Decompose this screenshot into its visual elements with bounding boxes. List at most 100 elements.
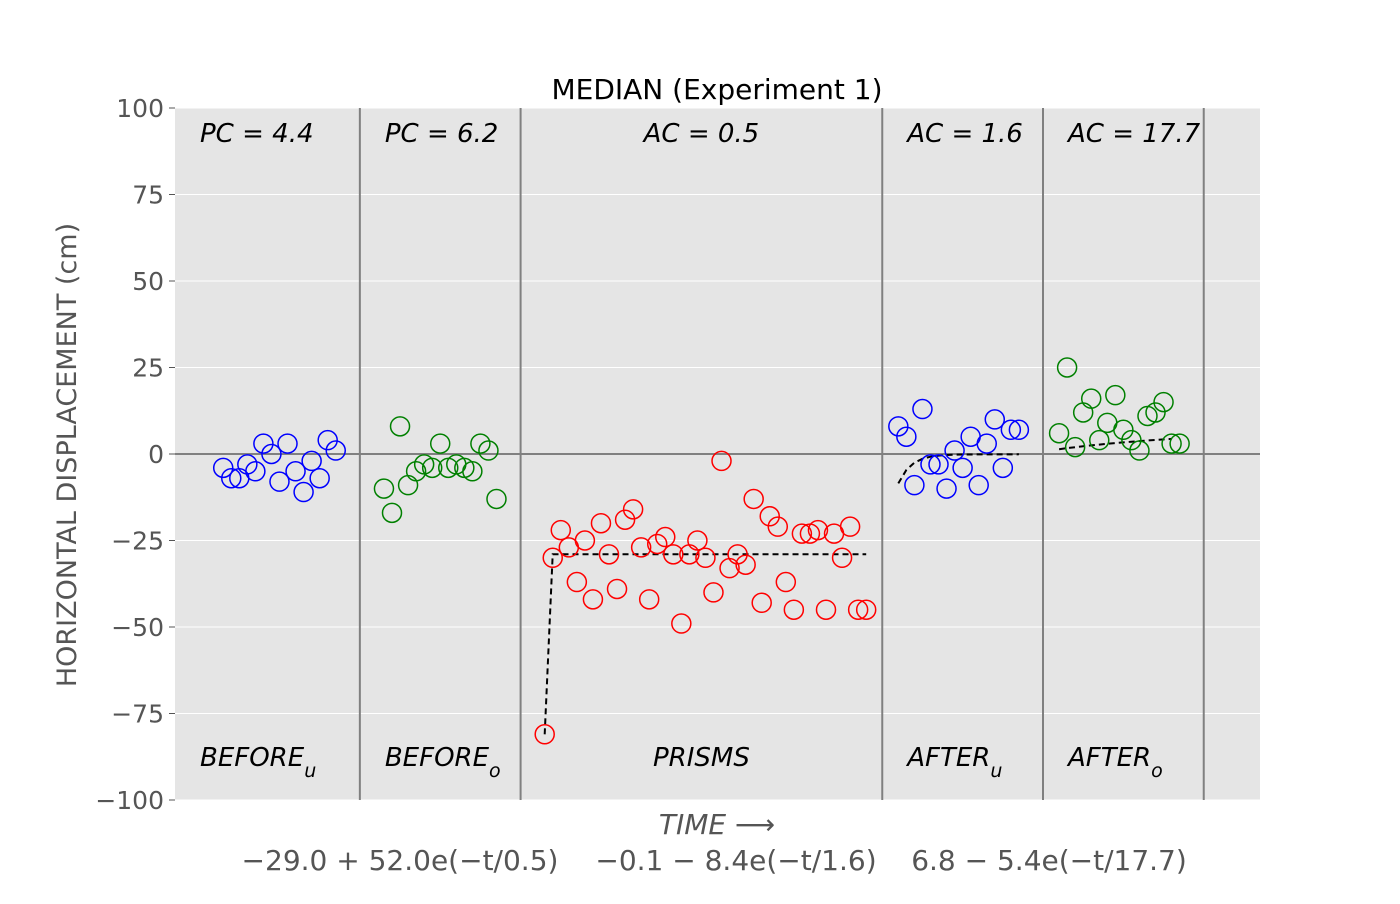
- data-point: [831, 547, 853, 569]
- segment-bottom-label: BEFOREu: [200, 743, 316, 782]
- data-point: [936, 478, 957, 499]
- data-point: [598, 544, 620, 565]
- data-point: [735, 554, 756, 575]
- data-point: [325, 440, 346, 461]
- data-point: [309, 467, 330, 489]
- data-point: [952, 457, 973, 479]
- fit-equation: 6.8 − 5.4e(−t/17.7): [911, 844, 1187, 877]
- data-point: [1113, 419, 1134, 441]
- data-point: [1105, 384, 1126, 406]
- data-point: [727, 544, 748, 565]
- data-point: [590, 512, 612, 534]
- data-point: [1161, 433, 1182, 454]
- data-point: [1153, 391, 1174, 413]
- data-point: [671, 613, 692, 634]
- fit-equation: −29.0 + 52.0e(−t/0.5): [242, 844, 559, 877]
- data-point: [389, 416, 411, 437]
- data-point: [783, 599, 805, 620]
- y-tick-label: −100: [95, 786, 164, 815]
- data-point: [759, 506, 780, 527]
- data-points: [212, 357, 1190, 745]
- data-point: [791, 523, 813, 544]
- data-point: [542, 547, 563, 569]
- chart-title: MEDIAN (Experiment 1): [551, 73, 882, 106]
- data-point: [1008, 419, 1030, 441]
- data-point: [775, 571, 797, 593]
- fit-curve: [1058, 437, 1172, 451]
- y-tick-label: 50: [132, 267, 164, 296]
- y-axis-ticks: 100 75 50 25 0 −25 −50 −75 −100: [95, 94, 175, 815]
- data-point: [1064, 436, 1086, 458]
- data-point: [847, 599, 869, 620]
- data-point: [606, 578, 628, 600]
- y-tick-label: 75: [132, 181, 164, 210]
- data-point: [574, 530, 596, 551]
- data-point: [855, 599, 877, 620]
- fit-equation: −0.1 − 8.4e(−t/1.6): [595, 844, 876, 877]
- data-point: [904, 474, 925, 496]
- data-point: [550, 519, 572, 541]
- data-point: [261, 443, 282, 465]
- data-point: [1000, 419, 1022, 441]
- data-point: [405, 461, 427, 482]
- data-point: [912, 398, 933, 420]
- segment-top-label: AC = 0.5: [642, 119, 760, 149]
- data-point: [695, 547, 716, 569]
- data-point: [285, 461, 306, 482]
- segment-top-label: PC = 6.2: [385, 119, 499, 149]
- data-point: [381, 502, 403, 524]
- data-point: [269, 471, 290, 492]
- data-point: [301, 450, 322, 472]
- data-point: [245, 461, 266, 482]
- data-point: [486, 488, 507, 510]
- segment-top-label: AC = 17.7: [1066, 119, 1201, 149]
- y-axis-label: HORIZONTAL DISPLACEMENT (cm): [52, 223, 83, 687]
- data-point: [221, 467, 242, 489]
- data-point: [614, 509, 636, 530]
- data-point: [751, 592, 772, 614]
- data-point: [992, 457, 1014, 479]
- data-point: [622, 499, 644, 520]
- data-point: [1080, 388, 1102, 409]
- fit-curve: [543, 553, 867, 735]
- segment-bottom-label: AFTERu: [905, 743, 1002, 782]
- data-point: [1121, 429, 1142, 451]
- data-point: [478, 440, 499, 461]
- data-point: [421, 457, 443, 479]
- data-point: [1048, 422, 1070, 444]
- data-point: [646, 533, 668, 555]
- data-point: [470, 433, 491, 454]
- segment-bottom-label: PRISMS: [653, 743, 750, 773]
- data-point: [429, 433, 451, 454]
- segment-top-label: PC = 4.4: [200, 119, 314, 149]
- data-point: [711, 450, 732, 472]
- data-point: [1169, 433, 1190, 454]
- data-point: [277, 433, 298, 454]
- data-point: [944, 440, 965, 461]
- data-point: [582, 589, 604, 610]
- data-point: [743, 488, 764, 510]
- data-point: [212, 457, 234, 479]
- y-tick-label: 100: [116, 94, 164, 123]
- data-point: [807, 519, 829, 541]
- data-point: [317, 429, 338, 451]
- segment-labels: PC = 4.4 BEFOREu PC = 6.2 BEFOREo AC = 0.5 PR…: [200, 119, 1201, 782]
- y-tick-label: 25: [132, 354, 164, 383]
- data-point: [534, 724, 555, 745]
- data-point: [655, 526, 676, 548]
- x-axis-label: TIME ⟶: [659, 808, 775, 841]
- segment-bottom-label: AFTERo: [1066, 743, 1163, 782]
- data-point: [1089, 429, 1110, 451]
- y-tick-label: −50: [111, 613, 164, 642]
- data-point: [687, 530, 708, 551]
- data-point: [976, 433, 997, 454]
- fit-equations: −29.0 + 52.0e(−t/0.5) −0.1 − 8.4e(−t/1.6)…: [242, 844, 1187, 877]
- data-point: [663, 544, 684, 565]
- data-point: [373, 478, 395, 499]
- data-point: [968, 474, 989, 496]
- data-point: [896, 426, 917, 447]
- data-point: [293, 481, 314, 503]
- data-point: [638, 589, 660, 610]
- data-point: [253, 433, 274, 454]
